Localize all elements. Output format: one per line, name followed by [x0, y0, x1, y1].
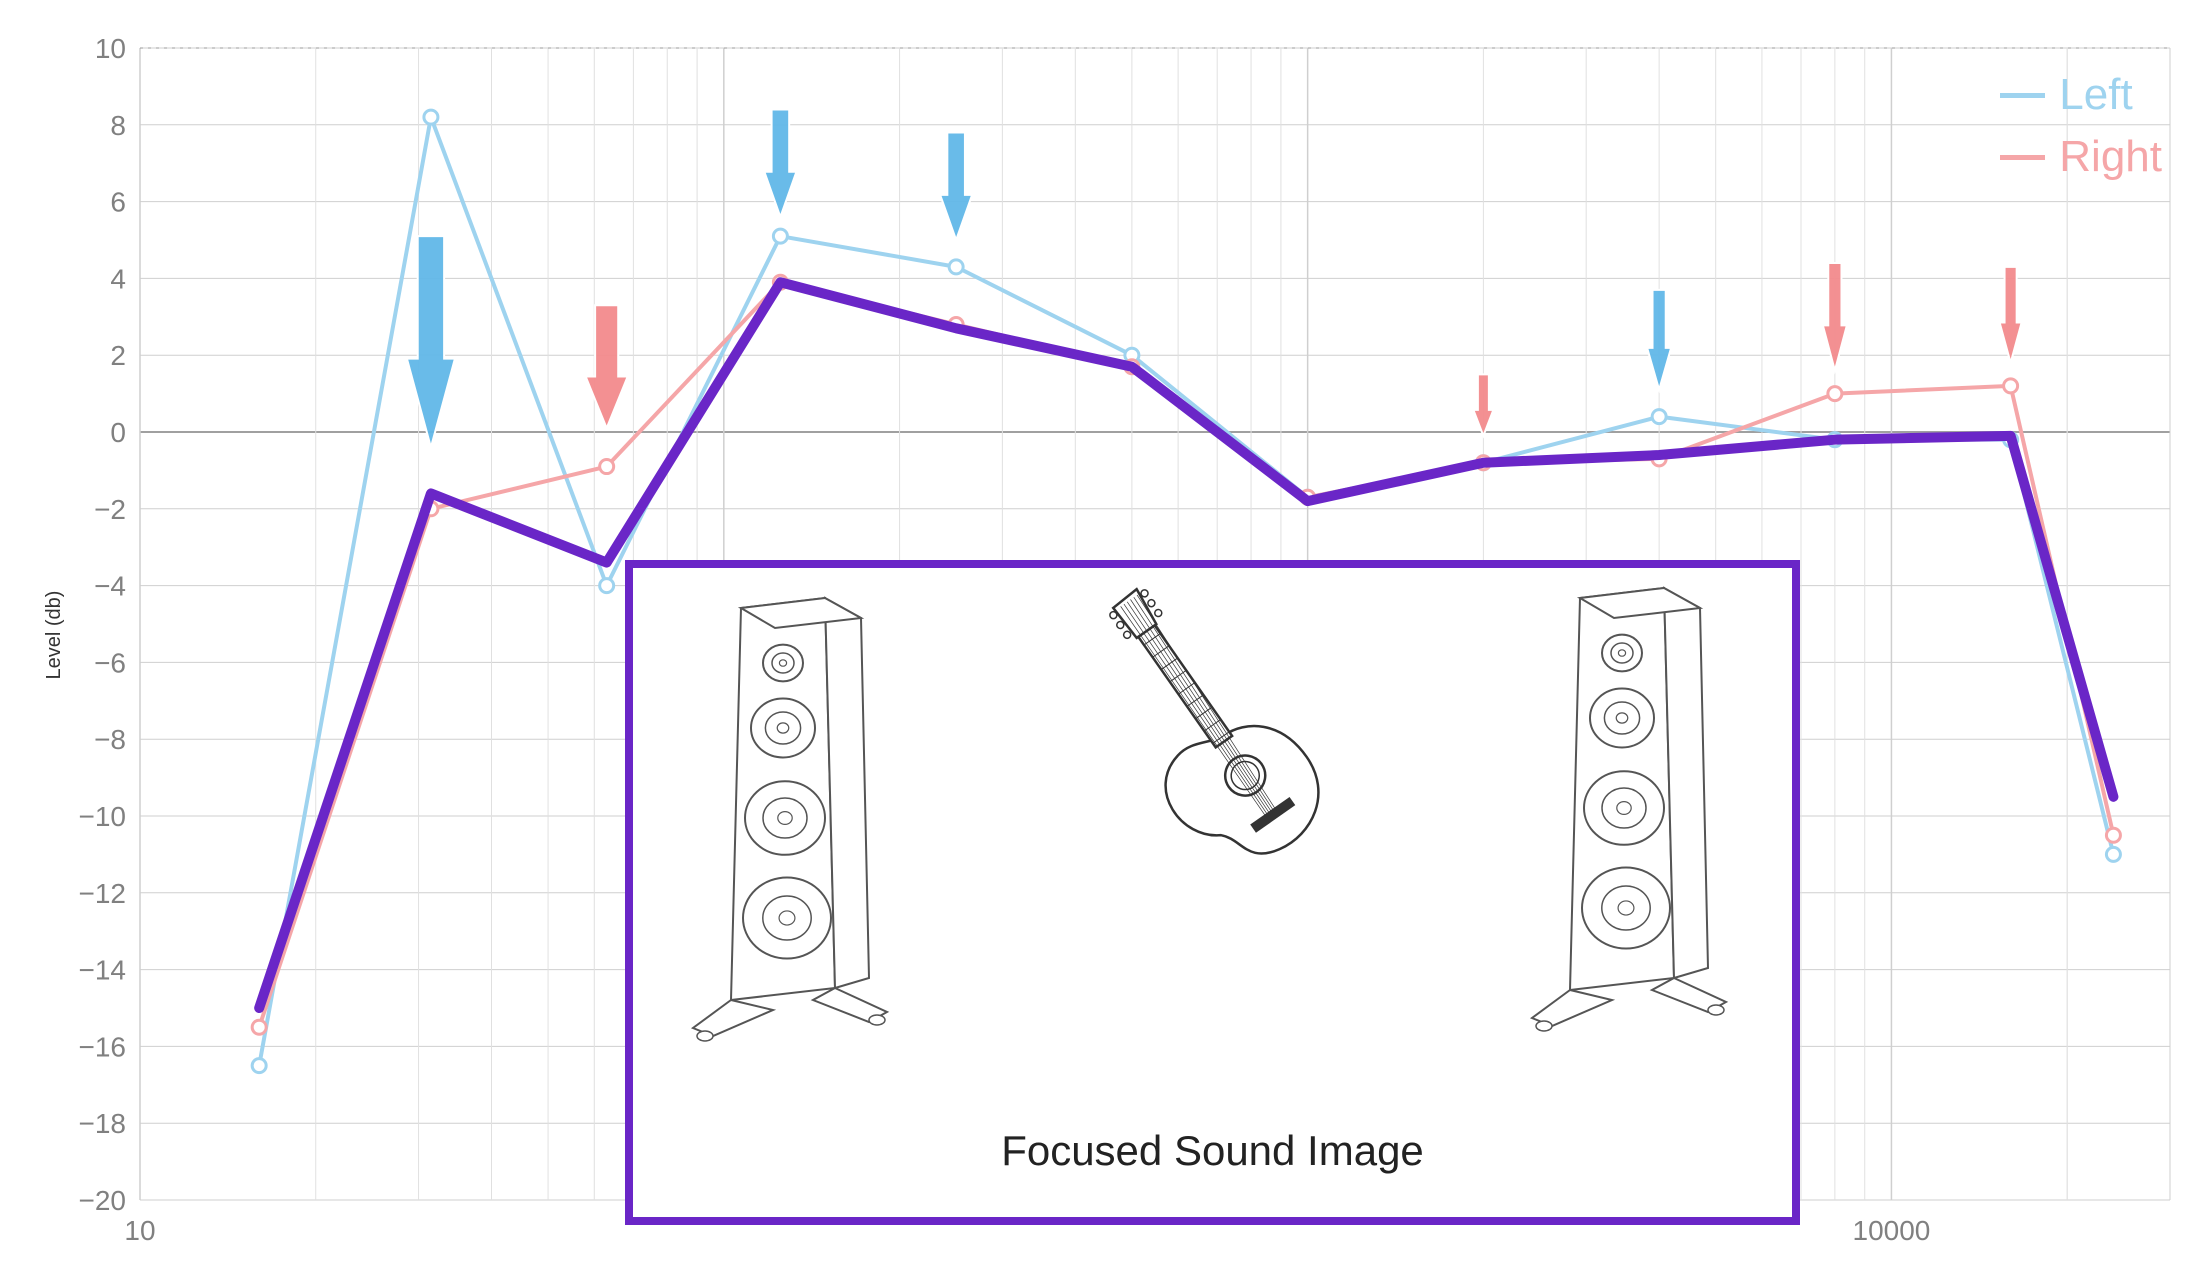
svg-text:−4: −4 — [94, 571, 126, 602]
svg-text:6: 6 — [110, 187, 126, 218]
inset-illustration — [633, 568, 1792, 1217]
legend-swatch-right — [2000, 155, 2045, 160]
svg-text:−18: −18 — [79, 1108, 127, 1139]
svg-text:4: 4 — [110, 263, 126, 294]
svg-text:10: 10 — [124, 1215, 155, 1246]
svg-text:−6: −6 — [94, 647, 126, 678]
legend: Left Right — [2000, 70, 2162, 194]
svg-text:−20: −20 — [79, 1185, 127, 1216]
svg-text:2: 2 — [110, 340, 126, 371]
svg-text:8: 8 — [110, 110, 126, 141]
legend-label-left: Left — [2059, 70, 2132, 120]
svg-text:10000: 10000 — [1853, 1215, 1931, 1246]
svg-text:−14: −14 — [79, 955, 127, 986]
y-axis-label: Level (db) — [43, 590, 66, 679]
chart-container: Level (db) −20−18−16−14−12−10−8−6−4−2024… — [0, 0, 2202, 1269]
svg-text:10: 10 — [95, 33, 126, 64]
svg-text:−16: −16 — [79, 1031, 127, 1062]
legend-swatch-left — [2000, 93, 2045, 98]
svg-text:−12: −12 — [79, 878, 127, 909]
legend-item-left: Left — [2000, 70, 2162, 120]
svg-text:0: 0 — [110, 417, 126, 448]
svg-text:−2: −2 — [94, 494, 126, 525]
svg-text:−10: −10 — [79, 801, 127, 832]
svg-text:−8: −8 — [94, 724, 126, 755]
inset-label: Focused Sound Image — [633, 1127, 1792, 1175]
focused-sound-inset: Focused Sound Image — [625, 560, 1800, 1225]
legend-item-right: Right — [2000, 132, 2162, 182]
legend-label-right: Right — [2059, 132, 2162, 182]
